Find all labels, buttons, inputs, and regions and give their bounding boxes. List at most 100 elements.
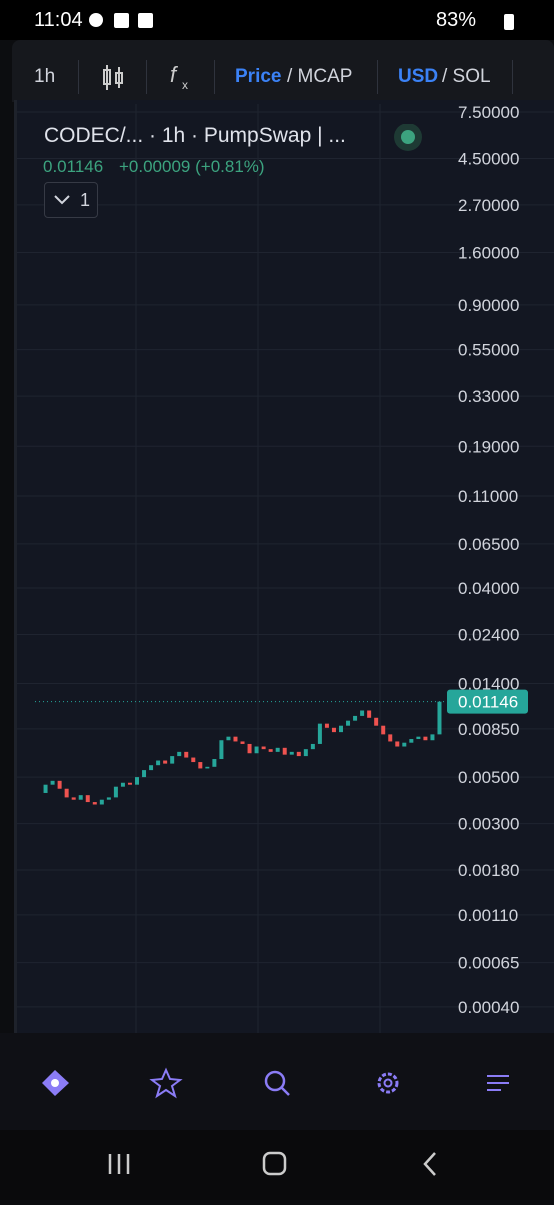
candle-body [127, 782, 132, 785]
candle-body [163, 760, 168, 764]
svg-text:x: x [182, 78, 188, 92]
last-price-box [447, 689, 528, 714]
settings-tab[interactable] [377, 1072, 399, 1094]
y-tick-label: 2.70000 [458, 196, 519, 215]
candle-body [346, 720, 351, 726]
candle-body [71, 797, 76, 800]
candle-body [212, 759, 217, 767]
price-toggle[interactable]: Price [235, 66, 282, 87]
candle-body [324, 723, 329, 728]
candle-body [149, 765, 154, 771]
candle-body [310, 743, 315, 750]
candle-body [78, 795, 83, 800]
y-tick-label: 0.01400 [458, 674, 519, 693]
usd-toggle[interactable]: USD [398, 66, 439, 87]
candle-body [317, 723, 322, 744]
candle-body [254, 746, 259, 754]
y-tick-label: 0.19000 [458, 437, 519, 456]
y-tick-label: 0.04000 [458, 579, 519, 598]
candle-body [268, 749, 273, 752]
y-tick-label: 0.00300 [458, 815, 519, 834]
y-tick-label: 0.00850 [458, 720, 519, 739]
bottom-nav [0, 1033, 554, 1130]
candle-body [240, 741, 245, 744]
y-tick-label: 0.00500 [458, 768, 519, 787]
candle-body [99, 799, 104, 805]
y-tick-label: 0.02400 [458, 625, 519, 644]
indicator-toggle[interactable]: 1 [44, 182, 98, 218]
candle-body [423, 736, 428, 741]
candle-body [205, 766, 210, 769]
candle-body [282, 747, 287, 755]
sol-toggle[interactable]: / SOL [442, 66, 491, 87]
candle-body [198, 762, 203, 769]
battery-icon [504, 14, 514, 30]
menu-tab[interactable] [487, 1075, 509, 1091]
candle-body [275, 747, 280, 752]
candles-button[interactable] [100, 64, 126, 92]
candle-body [142, 770, 147, 778]
candle-body [233, 736, 238, 742]
y-tick-label: 0.90000 [458, 296, 519, 315]
interval-button[interactable]: 1h [34, 66, 56, 87]
y-tick-label: 0.00180 [458, 861, 519, 880]
back-button[interactable] [423, 1152, 436, 1176]
candle-body [430, 734, 435, 741]
candle-body [374, 717, 379, 726]
candle-body [367, 710, 372, 718]
candle-body [43, 784, 48, 793]
clock: 11:04 [34, 9, 83, 31]
candle-body [395, 741, 400, 747]
candle-body [64, 788, 69, 798]
candle-body [437, 701, 442, 735]
home-button[interactable] [262, 1151, 287, 1176]
candle-body [381, 725, 386, 735]
watchlist-tab[interactable] [149, 1067, 183, 1099]
indicator-count: 1 [80, 190, 91, 210]
symbol-title: CODEC/... · 1h · PumpSwap | ... [44, 124, 346, 147]
candle-body [416, 736, 421, 740]
battery-level: 83% [436, 9, 477, 31]
notification-icons [88, 12, 175, 28]
candle-body [92, 802, 97, 805]
candle-body [331, 727, 336, 733]
search-tab[interactable] [264, 1070, 290, 1096]
candle-body [135, 777, 139, 785]
candle-body [191, 757, 196, 763]
y-tick-label: 0.11000 [458, 487, 518, 506]
status-dot [394, 124, 422, 151]
candle-body [402, 742, 407, 747]
candle-body [177, 751, 182, 757]
candle-body [170, 756, 175, 764]
mcap-toggle[interactable]: / MCAP [287, 66, 353, 87]
recents-button[interactable] [108, 1154, 130, 1174]
home-tab[interactable] [42, 1070, 69, 1096]
candle-body [85, 795, 90, 803]
candle-body [247, 743, 252, 754]
y-tick-label: 0.06500 [458, 535, 519, 554]
candle-body [219, 740, 224, 760]
candle-body [120, 782, 125, 787]
candle-body [296, 751, 301, 757]
candle-body [50, 780, 55, 785]
price-change: +0.00009 (+0.81%) [119, 157, 265, 176]
candle-body [353, 715, 358, 721]
candle-body [113, 786, 118, 798]
candle-body [261, 746, 266, 750]
candle-body [106, 797, 111, 800]
chart-panel: 7.50000 4.50000 2.70000 1.60000 0.90000 0.550… [14, 100, 554, 1033]
y-tick-label: 0.55000 [458, 341, 519, 360]
candle-body [184, 751, 189, 758]
y-tick-label: 1.60000 [458, 244, 519, 263]
candle-body [156, 760, 161, 766]
candle-body [57, 780, 62, 789]
status-bar: 11:04 83% [0, 0, 554, 40]
candle-body [339, 725, 343, 733]
chart: 7.50000 4.50000 2.70000 1.60000 0.90000 0.550… [17, 104, 554, 1033]
y-tick-label: 0.00040 [458, 998, 519, 1017]
last-price-label: 0.01146 [458, 693, 518, 712]
candle-body [388, 734, 393, 742]
